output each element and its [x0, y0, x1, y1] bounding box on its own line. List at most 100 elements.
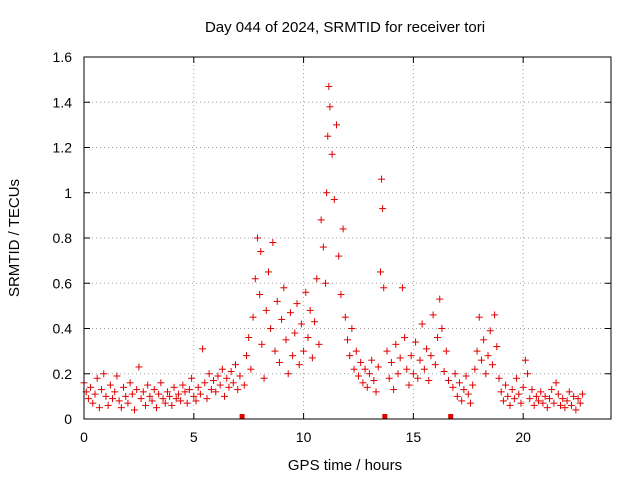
data-point [325, 82, 333, 90]
data-point [578, 390, 586, 398]
x-tick-label: 5 [190, 429, 198, 445]
data-point [258, 340, 266, 348]
data-point [436, 295, 444, 303]
data-point [271, 347, 279, 355]
data-point [368, 356, 376, 364]
data-point [379, 205, 387, 213]
data-point [91, 390, 99, 398]
data-point [236, 372, 244, 380]
data-point [163, 388, 171, 396]
data-point [453, 392, 461, 400]
data-point [515, 390, 523, 398]
data-point [499, 397, 507, 405]
data-point [212, 388, 220, 396]
data-point [414, 374, 422, 382]
data-point [210, 377, 218, 385]
data-point [159, 395, 167, 403]
data-point [546, 395, 554, 403]
data-point [561, 404, 569, 412]
data-point [418, 320, 426, 328]
axis-ticks [83, 56, 611, 420]
data-point [482, 370, 490, 378]
data-point [495, 374, 503, 382]
data-point [113, 372, 121, 380]
data-point [324, 132, 332, 140]
data-point [420, 365, 428, 373]
data-point [434, 334, 442, 342]
data-point [120, 383, 128, 391]
data-point [326, 103, 334, 111]
data-point [387, 358, 395, 366]
data-point [218, 365, 226, 373]
data-point [232, 361, 240, 369]
y-tick-label: 1.6 [53, 49, 73, 65]
data-point [148, 397, 156, 405]
data-point [471, 365, 479, 373]
data-point [550, 399, 558, 407]
data-point [100, 370, 108, 378]
data-point [398, 284, 406, 292]
data-point [245, 334, 253, 342]
data-points [80, 82, 586, 414]
data-point [365, 370, 373, 378]
data-point [146, 392, 154, 400]
data-point [256, 291, 264, 299]
data-point [552, 379, 560, 387]
data-point [131, 406, 139, 414]
data-point [346, 352, 354, 360]
data-point [532, 392, 540, 400]
chart-title: Day 044 of 2024, SRMTID for receiver tor… [205, 19, 485, 36]
data-point [425, 377, 433, 385]
y-tick-label: 0 [64, 411, 72, 427]
data-point [570, 392, 578, 400]
data-point [124, 399, 132, 407]
data-point [359, 379, 367, 387]
data-point [423, 345, 431, 353]
data-point [565, 388, 573, 396]
data-point [548, 386, 556, 394]
data-point [196, 390, 204, 398]
gap-marker [239, 414, 245, 419]
data-point [376, 268, 384, 276]
data-point [392, 340, 400, 348]
data-point [554, 390, 562, 398]
data-point [323, 189, 331, 197]
data-point [473, 347, 481, 355]
x-axis-label: GPS time / hours [288, 457, 402, 474]
x-tick-label: 0 [80, 429, 88, 445]
data-point [539, 399, 547, 407]
data-point [297, 320, 305, 328]
data-point [106, 381, 114, 389]
plot-frame [83, 56, 612, 420]
data-point [229, 379, 237, 387]
data-point [170, 383, 178, 391]
data-point [491, 311, 499, 319]
data-point [267, 325, 275, 332]
data-point [352, 347, 360, 355]
data-point [260, 374, 268, 382]
data-point [115, 397, 123, 405]
data-point [517, 399, 525, 407]
data-point [409, 370, 417, 378]
data-point [302, 288, 310, 296]
data-point [150, 386, 158, 394]
y-tick-label: 1 [64, 185, 72, 201]
data-point [519, 383, 527, 391]
data-point [304, 334, 312, 342]
data-point [528, 386, 536, 394]
data-point [328, 150, 336, 158]
data-point [87, 383, 95, 391]
data-point [348, 325, 356, 332]
data-point [403, 365, 411, 373]
data-point [508, 386, 516, 394]
data-point [451, 370, 459, 378]
data-point [378, 175, 386, 183]
data-point [144, 381, 152, 389]
data-point [574, 395, 582, 403]
data-point [166, 392, 174, 400]
x-tick-label: 10 [296, 429, 312, 445]
data-point [269, 239, 277, 247]
data-point [526, 395, 534, 403]
data-point [257, 248, 265, 256]
